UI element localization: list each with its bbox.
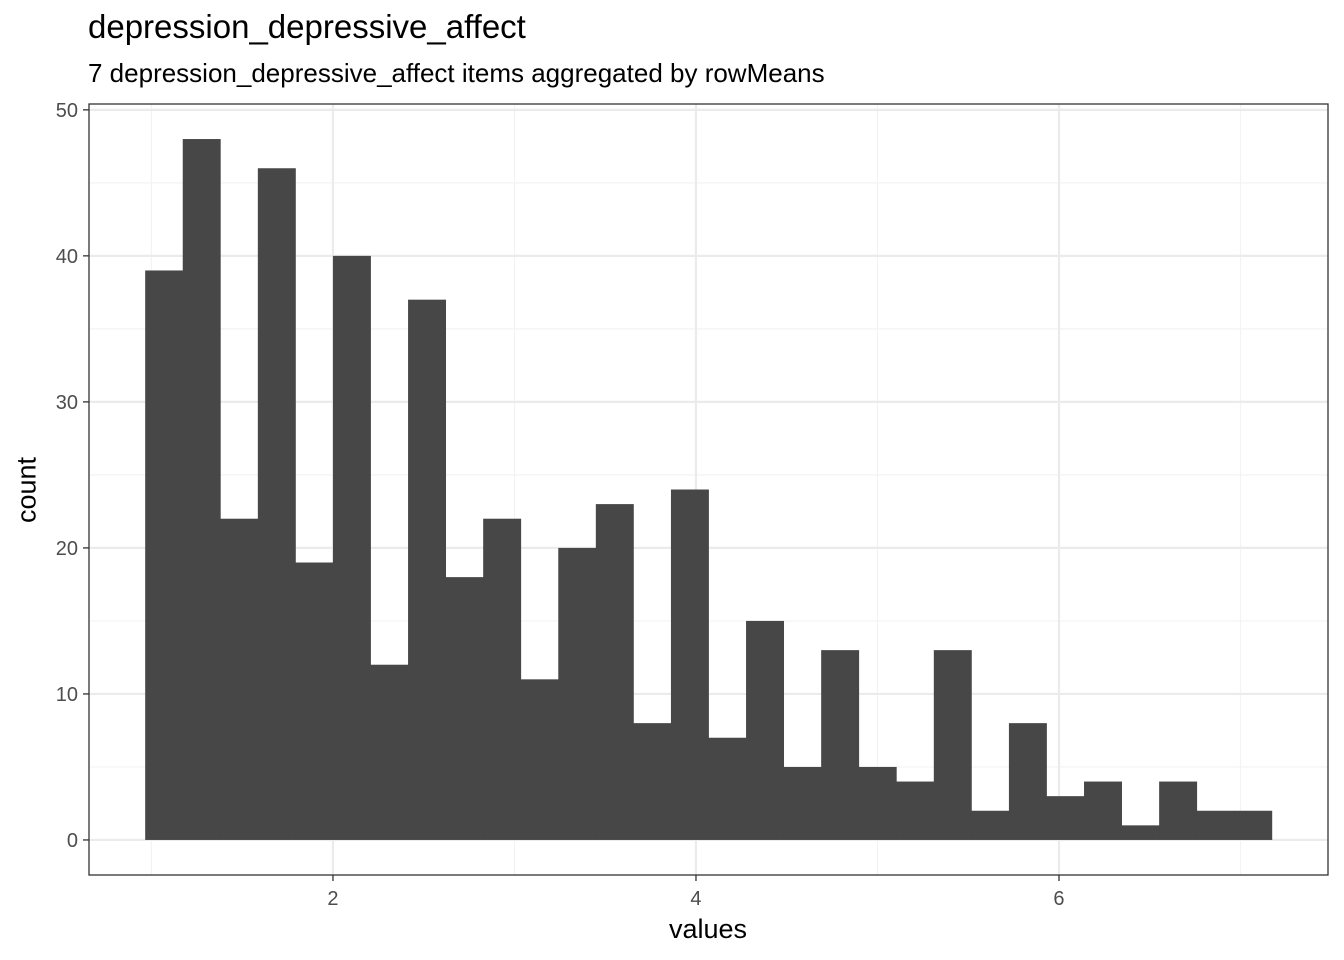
histogram-bar (1234, 810, 1273, 840)
histogram-bar (595, 504, 634, 840)
histogram-bar (1159, 781, 1198, 840)
panel-border (88, 103, 1329, 876)
histogram-bar (1084, 781, 1122, 840)
histogram-bar (220, 518, 259, 840)
y-tick-label: 20 (56, 538, 78, 560)
histogram-bar (971, 810, 1010, 840)
y-tick-label: 10 (56, 684, 78, 706)
histogram-bar (1196, 810, 1235, 840)
y-tick-label: 50 (56, 100, 78, 122)
histogram-bar (332, 255, 371, 840)
histogram-bars (145, 139, 1273, 840)
histogram-bar (708, 737, 747, 840)
histogram-bar (821, 650, 860, 840)
x-tick-label: 6 (1053, 888, 1064, 910)
histogram-bar (370, 664, 409, 840)
histogram-bar (858, 766, 897, 840)
histogram-bar (670, 489, 709, 840)
histogram-bar (783, 766, 822, 840)
histogram-bar (633, 723, 672, 840)
y-axis-ticks: 0 10 20 30 40 50 (56, 100, 89, 852)
y-tick-label: 40 (56, 246, 78, 268)
x-tick-label: 4 (690, 888, 701, 910)
histogram-bar (257, 168, 296, 840)
y-axis-title: count (11, 456, 42, 524)
histogram-bar (520, 679, 559, 840)
histogram-bar (145, 270, 184, 840)
histogram-bar (295, 562, 334, 840)
y-tick-label: 0 (67, 830, 78, 852)
histogram-bar (746, 620, 785, 840)
x-axis-ticks: 2 4 6 (327, 875, 1065, 910)
histogram-bar (483, 518, 522, 840)
x-axis-title: values (668, 914, 748, 944)
y-tick-label: 30 (56, 392, 78, 414)
chart-subtitle: 7 depression_depressive_affect items agg… (88, 58, 825, 88)
histogram-bar (896, 781, 935, 840)
histogram-bar (1008, 723, 1047, 840)
histogram-bar (408, 299, 447, 840)
histogram-bar (558, 547, 597, 840)
histogram-bar (1046, 796, 1085, 840)
x-tick-label: 2 (327, 888, 338, 910)
histogram-bar (933, 650, 972, 840)
histogram-bar (445, 577, 484, 840)
histogram-bar (182, 139, 221, 840)
chart-title: depression_depressive_affect (88, 8, 526, 45)
histogram-bar (1121, 825, 1160, 840)
